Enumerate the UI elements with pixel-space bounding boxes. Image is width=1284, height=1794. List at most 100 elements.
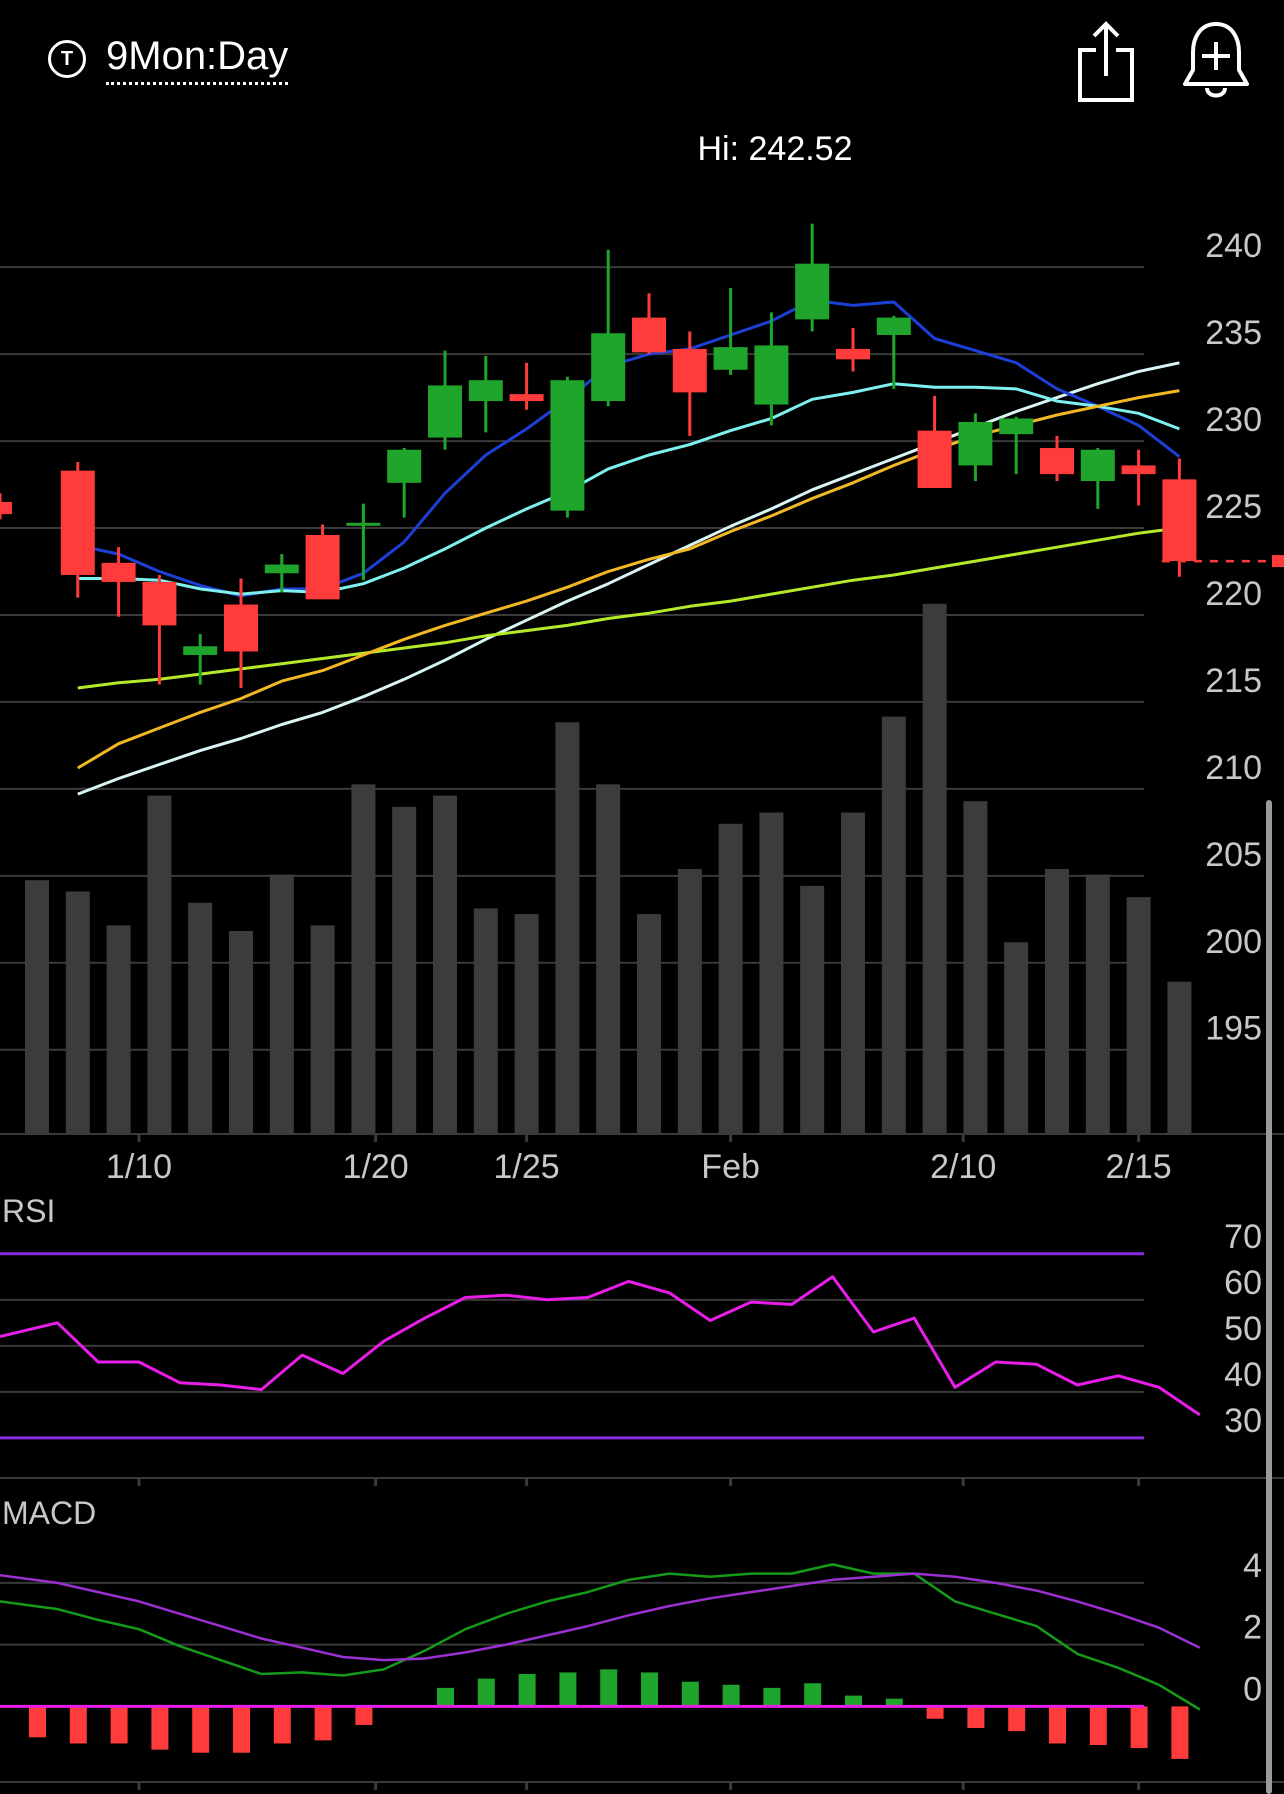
rsi-y-tick-label: 30: [1224, 1402, 1262, 1440]
volume-bar: [677, 868, 702, 1134]
high-label: Hi: 242.52: [698, 130, 853, 168]
macd-histogram-bar: [845, 1695, 862, 1707]
candle-body: [387, 449, 422, 483]
x-tick-label: 2/15: [1106, 1148, 1172, 1186]
candle-body: [509, 394, 544, 402]
volume-bar: [1004, 942, 1029, 1134]
macd-histogram-bar: [804, 1683, 822, 1707]
macd-line: [0, 1572, 1201, 1662]
candle-body: [1040, 448, 1074, 475]
volume-bar: [310, 925, 335, 1134]
rsi-y-tick-label: 70: [1224, 1218, 1262, 1256]
price-ma-line: [77, 382, 1180, 596]
y-tick-label: 200: [1205, 923, 1262, 961]
macd-histogram-bar: [518, 1673, 536, 1707]
y-tick-label: 240: [1205, 227, 1262, 265]
volume-bar: [25, 880, 49, 1134]
ticker-circle-icon[interactable]: T: [48, 40, 86, 78]
volume-bar: [65, 891, 90, 1134]
candle-body: [713, 347, 748, 370]
volume-bar: [473, 908, 498, 1134]
volume-bar: [1045, 868, 1069, 1134]
candle-body: [60, 470, 95, 575]
candle-body: [632, 317, 666, 353]
volume-bar: [922, 603, 947, 1134]
candle-body: [101, 562, 136, 582]
volume-ma-line: [77, 526, 1180, 690]
macd-histogram-bar: [885, 1698, 903, 1707]
y-tick-label: 230: [1205, 401, 1262, 439]
macd-histogram-bar: [1130, 1706, 1148, 1749]
y-tick-label: 215: [1205, 662, 1262, 700]
candle-body: [876, 317, 911, 335]
rsi-line: [0, 1275, 1201, 1417]
candle-body: [1162, 479, 1197, 562]
y-tick-label: 205: [1205, 836, 1262, 874]
candle-body: [591, 333, 626, 402]
volume-bar: [841, 812, 865, 1134]
candle-body: [428, 385, 462, 438]
volume-bar: [759, 812, 784, 1134]
macd-histogram-bar: [1171, 1706, 1189, 1759]
y-tick-label: 235: [1205, 314, 1262, 352]
y-tick-label: 220: [1205, 575, 1262, 613]
candle-body: [224, 604, 258, 652]
macd-histogram-bar: [763, 1687, 781, 1707]
volume-bar: [514, 914, 539, 1134]
candle-body: [1080, 449, 1115, 482]
macd-histogram-bar: [233, 1706, 250, 1753]
candle-body: [999, 418, 1034, 435]
timeframe-selector[interactable]: 9Mon:Day: [106, 32, 289, 85]
volume-bar: [188, 902, 213, 1134]
macd-histogram-bar: [926, 1706, 944, 1719]
macd-histogram-bar: [1089, 1706, 1107, 1746]
candle-body: [550, 380, 585, 511]
volume-bar: [1167, 981, 1192, 1134]
candle-body: [0, 501, 12, 515]
candle-body: [183, 646, 218, 655]
rsi-title: RSI: [2, 1193, 55, 1229]
macd-histogram-bar: [681, 1681, 699, 1707]
macd-histogram-bar: [722, 1684, 740, 1707]
macd-histogram-bar: [559, 1672, 577, 1707]
macd-histogram-bar: [273, 1706, 291, 1744]
rsi-y-tick-label: 40: [1224, 1356, 1262, 1394]
volume-bar: [1085, 874, 1110, 1134]
volume-bar: [596, 784, 621, 1134]
macd-histogram-bar: [314, 1706, 332, 1741]
candle-body: [958, 421, 993, 466]
last-price-marker: [1272, 555, 1284, 568]
volume-bar: [147, 795, 172, 1134]
macd-y-tick-label: 4: [1243, 1547, 1262, 1585]
volume-bar: [963, 801, 988, 1134]
rsi-y-tick-label: 60: [1224, 1264, 1262, 1302]
x-tick-label: 1/10: [106, 1148, 172, 1186]
vertical-scrollbar: [1266, 800, 1272, 1794]
candle-body: [1121, 465, 1156, 475]
macd-histogram-bar: [437, 1687, 454, 1707]
volume-bar: [392, 806, 417, 1134]
candle-body: [836, 348, 870, 360]
y-tick-label: 210: [1205, 749, 1262, 787]
volume-bar: [881, 716, 906, 1134]
x-tick-label: 2/10: [930, 1148, 996, 1186]
candle-body: [754, 345, 789, 405]
top-bar: T 9Mon:Day: [0, 0, 1284, 120]
macd-y-tick-label: 0: [1243, 1670, 1262, 1708]
share-icon[interactable]: [1076, 20, 1136, 104]
volume-bar: [229, 930, 253, 1134]
candle-body: [305, 534, 340, 600]
candle-body: [142, 581, 177, 626]
macd-histogram-bar: [1049, 1706, 1066, 1744]
bell-plus-icon[interactable]: [1180, 18, 1252, 104]
y-tick-label: 195: [1205, 1010, 1262, 1048]
macd-title: MACD: [2, 1495, 96, 1531]
macd-histogram-bar: [967, 1706, 985, 1729]
price-ma-line: [77, 389, 1180, 770]
macd-histogram-bar: [600, 1669, 618, 1707]
macd-histogram-bar: [192, 1706, 210, 1753]
candle-body: [672, 348, 707, 393]
x-tick-label: Feb: [701, 1148, 760, 1186]
price-ma-line: [77, 298, 1181, 598]
